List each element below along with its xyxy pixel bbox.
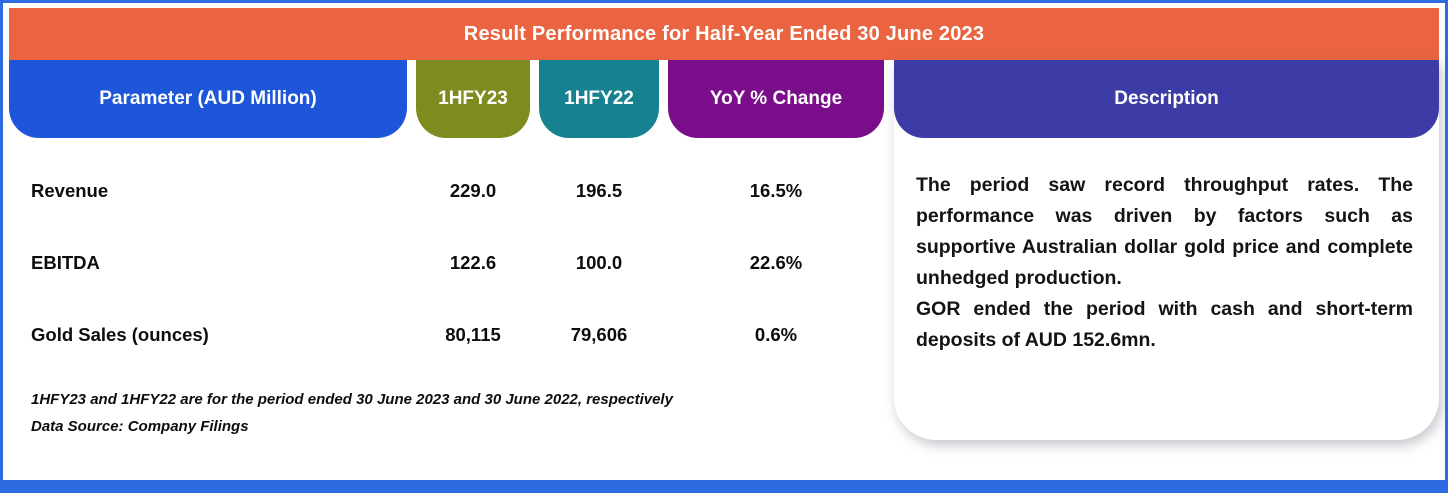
description-paragraph: GOR ended the period with cash and short… bbox=[916, 298, 1413, 351]
col-header-1hfy23: 1HFY23 bbox=[416, 60, 530, 138]
row-label: Gold Sales (ounces) bbox=[31, 324, 209, 345]
title-bar: Result Performance for Half-Year Ended 3… bbox=[9, 8, 1439, 60]
bottom-accent-bar bbox=[3, 480, 1445, 490]
table-row-revenue: Revenue 229.0 196.5 16.5% bbox=[9, 180, 884, 202]
column-header-row: Parameter (AUD Million) 1HFY23 1HFY22 Yo… bbox=[9, 60, 884, 138]
value-1hfy23: 229.0 bbox=[449, 180, 497, 201]
col-header-yoy-change: YoY % Change bbox=[668, 60, 884, 138]
value-1hfy22: 196.5 bbox=[575, 180, 623, 201]
value-1hfy22: 100.0 bbox=[575, 252, 623, 273]
description-paragraph: The period saw record throughput rates. … bbox=[916, 174, 1413, 289]
col-header-parameter: Parameter (AUD Million) bbox=[9, 60, 407, 138]
row-label: EBITDA bbox=[31, 252, 100, 273]
content-area: Parameter (AUD Million) 1HFY23 1HFY22 Yo… bbox=[9, 60, 1439, 440]
value-yoy-change: 16.5% bbox=[749, 180, 803, 201]
value-1hfy23: 122.6 bbox=[449, 252, 497, 273]
description-text: The period saw record throughput rates. … bbox=[894, 138, 1439, 356]
table-row-ebitda: EBITDA 122.6 100.0 22.6% bbox=[9, 252, 884, 274]
table-row-gold-sales: Gold Sales (ounces) 80,115 79,606 0.6% bbox=[9, 324, 884, 346]
footnotes: 1HFY23 and 1HFY22 are for the period end… bbox=[9, 386, 884, 440]
col-header-description: Description bbox=[894, 60, 1439, 138]
value-yoy-change: 0.6% bbox=[754, 324, 798, 345]
table-body: Revenue 229.0 196.5 16.5% EBITDA 122.6 1… bbox=[9, 138, 884, 346]
value-1hfy23: 80,115 bbox=[445, 324, 501, 345]
row-label: Revenue bbox=[31, 180, 109, 201]
footnote-period: 1HFY23 and 1HFY22 are for the period end… bbox=[31, 391, 673, 408]
table-section: Parameter (AUD Million) 1HFY23 1HFY22 Yo… bbox=[9, 60, 884, 440]
value-yoy-change: 22.6% bbox=[749, 252, 803, 273]
value-1hfy22: 79,606 bbox=[570, 324, 628, 345]
description-card: Description The period saw record throug… bbox=[894, 60, 1439, 440]
footnote-data-source: Data Source: Company Filings bbox=[31, 418, 249, 435]
page-title: Result Performance for Half-Year Ended 3… bbox=[463, 22, 985, 45]
col-header-1hfy22: 1HFY22 bbox=[539, 60, 659, 138]
